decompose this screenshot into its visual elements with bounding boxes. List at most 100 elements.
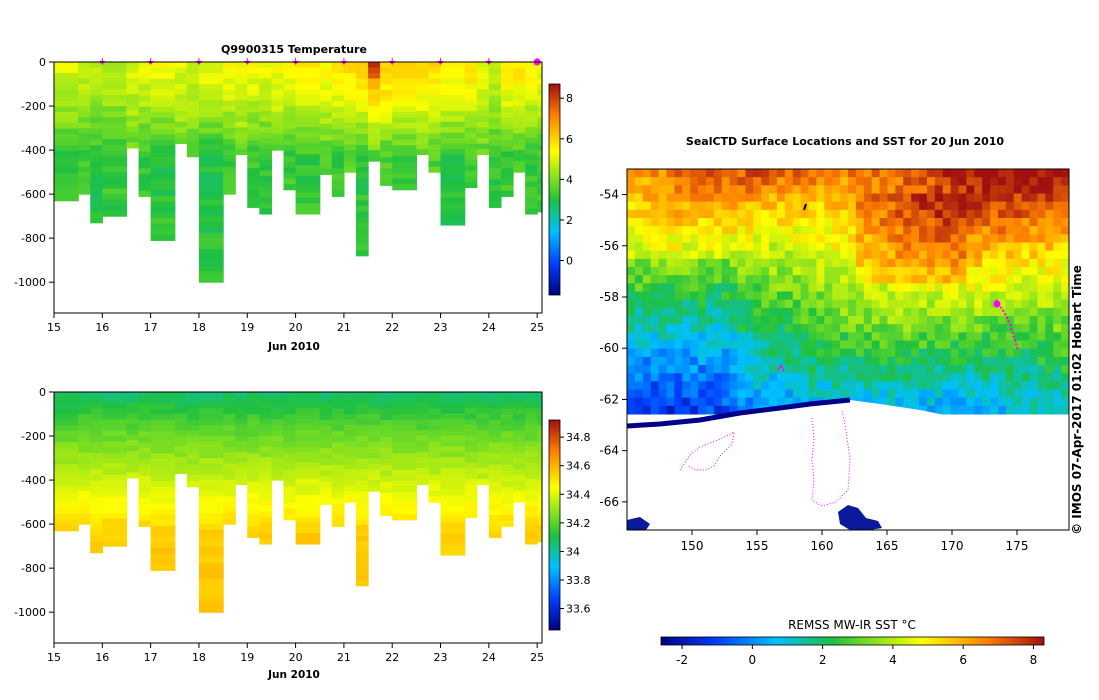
- sst-cell: [1045, 324, 1054, 333]
- temperature-cell: [235, 116, 248, 123]
- salinity-cell: [380, 436, 393, 444]
- sst-cell: [832, 340, 841, 350]
- sst-cell: [863, 275, 873, 284]
- salinity-cell: [476, 413, 490, 420]
- sst-cell: [840, 209, 849, 219]
- sst-cell: [792, 381, 802, 390]
- sst-cell: [1021, 275, 1031, 284]
- sst-cell: [705, 185, 715, 194]
- sst-cell: [887, 209, 896, 219]
- sst-cell: [808, 169, 817, 178]
- temperature-cell: [476, 72, 490, 79]
- salinity-cell: [198, 507, 224, 514]
- sst-cell: [634, 381, 644, 390]
- sst-cell: [808, 324, 817, 333]
- sst-cell: [729, 267, 738, 276]
- sst-cell: [863, 234, 873, 243]
- sst-cell: [879, 381, 888, 390]
- sst-cell: [911, 283, 920, 292]
- sst-cell: [997, 405, 1007, 415]
- temperature-cell: [198, 172, 224, 179]
- sst-cell: [792, 169, 802, 178]
- salinity-cell: [102, 452, 128, 459]
- sst-cell: [1045, 209, 1054, 219]
- salinity-cell: [295, 538, 321, 545]
- temperature-cell: [150, 145, 176, 152]
- salinity-cell: [464, 512, 478, 519]
- salinity-cell: [54, 408, 79, 415]
- sst-cell: [634, 397, 644, 407]
- sst-map: SealCTD Surface Locations and SST for 20…: [599, 135, 1084, 667]
- sst-cell: [903, 348, 912, 358]
- salinity-cell: [198, 392, 224, 399]
- sst-cell: [745, 397, 754, 407]
- sst-cell: [942, 169, 952, 178]
- sst-cell: [634, 332, 644, 341]
- salinity-cell: [343, 452, 357, 459]
- salinity-cell: [150, 475, 176, 482]
- temperature-cell: [223, 133, 236, 140]
- salinity-cell: [174, 440, 188, 447]
- sst-cell: [753, 201, 762, 211]
- sst-cell: [1037, 267, 1046, 276]
- sst-cell: [666, 250, 675, 260]
- temperature-cell: [54, 95, 79, 102]
- sst-cell: [1045, 169, 1054, 178]
- salinity-cell: [368, 463, 381, 470]
- sst-cell: [761, 397, 770, 407]
- temperature-cell: [537, 200, 543, 207]
- salinity-cell: [102, 392, 128, 399]
- sst-cell: [808, 373, 817, 382]
- salinity-cell: [271, 474, 285, 481]
- temperature-cell: [380, 168, 393, 175]
- sst-cell: [950, 193, 959, 203]
- sst-cell: [627, 356, 636, 366]
- sst-cell: [792, 267, 802, 276]
- sst-cell: [800, 291, 810, 301]
- sst-cell: [1013, 389, 1023, 399]
- temperature-cell: [78, 89, 91, 96]
- temperature-cell: [355, 67, 369, 74]
- temperature-cell: [90, 161, 103, 168]
- sst-cell: [800, 275, 810, 284]
- salinity-cell: [126, 461, 140, 468]
- sst-cell: [816, 316, 825, 325]
- sst-cell: [705, 397, 715, 407]
- temperature-cell: [464, 154, 478, 161]
- sst-cell: [666, 365, 675, 374]
- sst-cell: [919, 389, 928, 399]
- sst-cell: [800, 218, 810, 227]
- temperature-cell: [223, 111, 236, 118]
- sst-cell: [776, 267, 786, 276]
- sst-cell: [642, 299, 652, 309]
- sst-cell: [713, 389, 723, 399]
- temperature-cell: [525, 127, 538, 134]
- temperature-cell: [525, 89, 538, 96]
- salinity-cell: [138, 425, 152, 432]
- temperature-cell: [90, 172, 103, 179]
- sst-cell: [642, 381, 652, 390]
- sst-cell: [784, 275, 794, 284]
- sst-cell: [855, 275, 865, 284]
- sst-cell: [737, 250, 746, 260]
- temperature-cell: [537, 67, 543, 74]
- sst-cell: [919, 299, 928, 309]
- sst-cell: [792, 258, 802, 268]
- sst-cell: [942, 381, 952, 390]
- temperature-cell: [198, 227, 224, 234]
- salinity-cell: [283, 441, 297, 449]
- sst-cell: [832, 234, 841, 243]
- sst-cell: [1021, 226, 1031, 235]
- salinity-cell: [198, 573, 224, 580]
- salinity-cell: [223, 403, 236, 410]
- salinity-cell: [513, 436, 526, 443]
- temperature-cell: [174, 78, 188, 85]
- salinity-cell: [343, 496, 357, 503]
- sst-cell: [990, 234, 999, 243]
- sst-cell: [634, 348, 644, 358]
- temperature-cell: [355, 156, 369, 163]
- sst-cell: [753, 275, 762, 284]
- sst-cell: [1037, 226, 1046, 235]
- salinity-cell: [440, 511, 466, 518]
- temperature-cell: [380, 95, 393, 102]
